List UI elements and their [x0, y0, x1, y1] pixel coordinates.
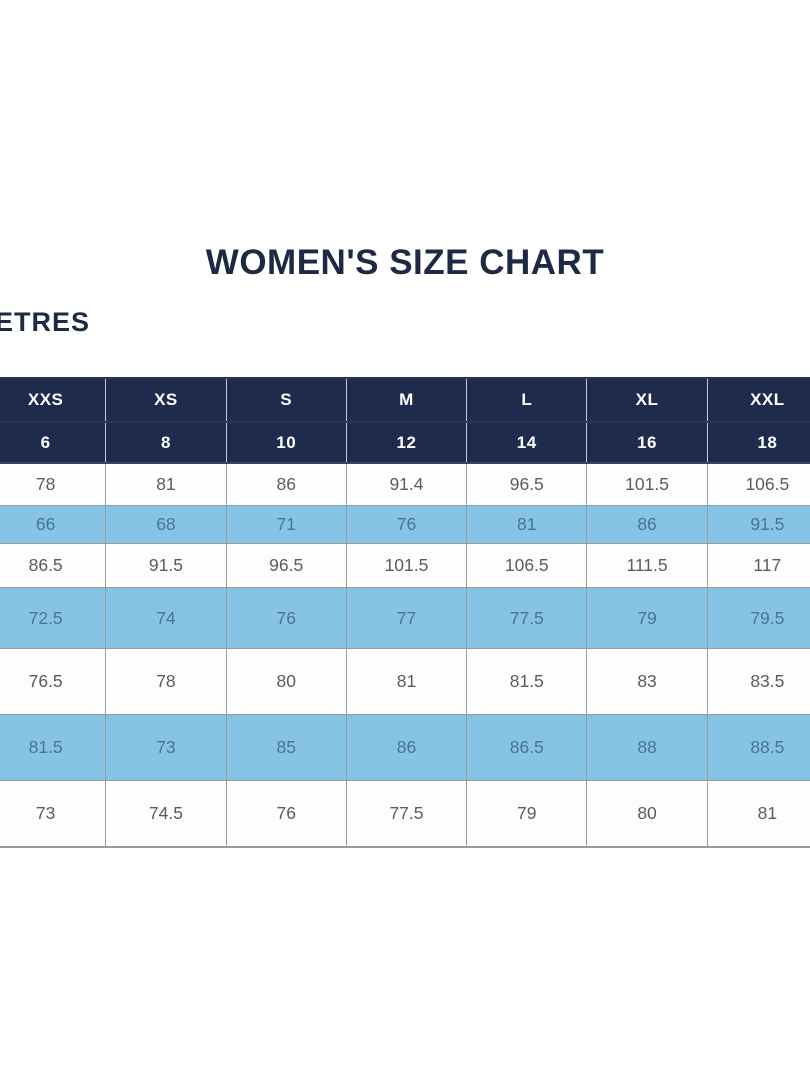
size-number-header-cell: 6 — [0, 421, 107, 464]
measurement-cell: 76 — [345, 505, 468, 544]
size-chart-table: XXS XS S M L XL XXL 6 8 10 12 14 16 18 78 81 86 91.4 96.… — [0, 377, 810, 848]
measurement-cell: 73 — [0, 780, 107, 848]
measurement-cell: 91.5 — [706, 505, 810, 544]
measurement-cell: 106.5 — [466, 543, 588, 588]
measurement-cell: 76 — [225, 587, 347, 649]
page-title: WOMEN'S SIZE CHART — [205, 243, 605, 282]
size-number-header-cell: 14 — [466, 421, 588, 464]
size-letter-header-cell: XXS — [0, 377, 107, 423]
measurement-cell: 91.4 — [345, 462, 468, 506]
size-letter-header-row: XXS XS S M L XL XXL — [0, 377, 810, 423]
measurement-cell: 74 — [105, 587, 227, 649]
measurement-cell: 81 — [466, 505, 588, 544]
measurement-cell: 86.5 — [466, 714, 588, 781]
size-number-header-cell: 18 — [706, 421, 810, 464]
size-letter-header-cell: L — [466, 377, 588, 423]
measurement-cell: 96.5 — [225, 543, 347, 588]
measurement-row: 73 74.5 76 77.5 79 80 81 — [0, 780, 810, 848]
measurement-cell: 66 — [0, 505, 107, 544]
measurement-cell: 78 — [105, 648, 227, 715]
size-letter-header-cell: XS — [105, 377, 227, 423]
size-letter-header-cell: S — [225, 377, 347, 423]
measurement-cell: 88 — [586, 714, 708, 781]
measurement-row: 78 81 86 91.4 96.5 101.5 106.5 — [0, 462, 810, 506]
units-label: ETRES — [0, 307, 91, 337]
measurement-cell: 81 — [105, 462, 227, 506]
measurement-cell: 76.5 — [0, 648, 107, 715]
measurement-row: 86.5 91.5 96.5 101.5 106.5 111.5 117 — [0, 543, 810, 588]
measurement-cell: 74.5 — [105, 780, 227, 848]
size-number-header-cell: 8 — [105, 421, 227, 464]
measurement-row: 76.5 78 80 81 81.5 83 83.5 — [0, 648, 810, 715]
measurement-cell: 73 — [105, 714, 227, 781]
measurement-cell: 86 — [345, 714, 468, 781]
measurement-cell: 68 — [105, 505, 227, 544]
measurement-cell: 86.5 — [0, 543, 107, 588]
size-number-header-cell: 16 — [586, 421, 708, 464]
measurement-cell: 86 — [586, 505, 708, 544]
measurement-cell: 106.5 — [706, 462, 810, 506]
measurement-row: 81.5 73 85 86 86.5 88 88.5 — [0, 714, 810, 781]
measurement-cell: 77.5 — [345, 780, 468, 848]
size-letter-header-cell: M — [345, 377, 468, 423]
measurement-cell: 78 — [0, 462, 107, 506]
size-chart-header: XXS XS S M L XL XXL 6 8 10 12 14 16 18 — [0, 377, 810, 464]
measurement-cell: 83 — [586, 648, 708, 715]
size-letter-header-cell: XL — [586, 377, 708, 423]
measurement-cell: 101.5 — [586, 462, 708, 506]
measurement-cell: 111.5 — [586, 543, 708, 588]
measurement-cell: 83.5 — [706, 648, 810, 715]
measurement-cell: 77 — [345, 587, 468, 649]
size-number-header-cell: 12 — [345, 421, 468, 464]
measurement-cell: 81 — [345, 648, 468, 715]
measurement-cell: 86 — [225, 462, 347, 506]
measurement-cell: 72.5 — [0, 587, 107, 649]
measurement-cell: 91.5 — [105, 543, 227, 588]
measurement-cell: 80 — [225, 648, 347, 715]
measurement-cell: 85 — [225, 714, 347, 781]
measurement-cell: 79 — [586, 587, 708, 649]
measurement-cell: 80 — [586, 780, 708, 848]
measurement-cell: 71 — [225, 505, 347, 544]
measurement-cell: 79.5 — [706, 587, 810, 649]
size-chart-body: 78 81 86 91.4 96.5 101.5 106.5 66 68 71 76 81 86 91.5… — [0, 462, 810, 848]
size-letter-header-cell: XXL — [706, 377, 810, 423]
measurement-cell: 88.5 — [706, 714, 810, 781]
measurement-row: 72.5 74 76 77 77.5 79 79.5 — [0, 587, 810, 649]
measurement-cell: 81 — [706, 780, 810, 848]
measurement-cell: 76 — [225, 780, 347, 848]
measurement-cell: 81.5 — [466, 648, 588, 715]
size-number-header-cell: 10 — [225, 421, 347, 464]
measurement-cell: 79 — [466, 780, 588, 848]
measurement-cell: 96.5 — [466, 462, 588, 506]
measurement-cell: 77.5 — [466, 587, 588, 649]
measurement-cell: 117 — [706, 543, 810, 588]
measurement-cell: 81.5 — [0, 714, 107, 781]
size-number-header-row: 6 8 10 12 14 16 18 — [0, 421, 810, 464]
measurement-row: 66 68 71 76 81 86 91.5 — [0, 505, 810, 544]
measurement-cell: 101.5 — [345, 543, 468, 588]
